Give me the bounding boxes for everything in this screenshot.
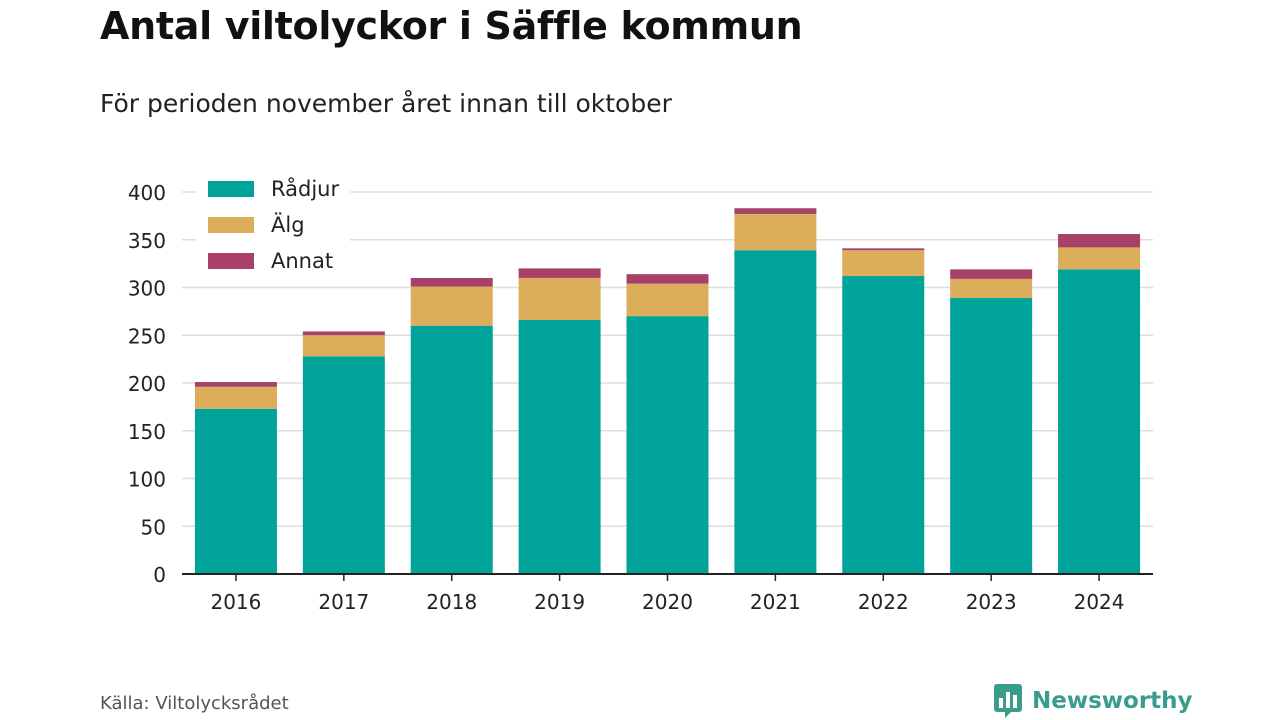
- bar-segment: [302, 331, 385, 336]
- brand-name: Newsworthy: [1032, 688, 1193, 714]
- x-tick-label: 2019: [534, 590, 585, 614]
- x-tick-label: 2017: [318, 590, 369, 614]
- bar-segment: [518, 268, 601, 278]
- bar-segment: [950, 298, 1033, 574]
- x-axis: [182, 573, 1153, 581]
- x-axis-ticks: 2016 2017 2018 2019 2020 2021 2022 2023 2024: [210, 590, 1124, 614]
- bar-segment: [518, 277, 601, 320]
- bar-segment: [194, 382, 277, 387]
- bar-segment: [194, 386, 277, 409]
- x-tick-label: 2016: [210, 590, 261, 614]
- bar-segment: [842, 250, 925, 277]
- y-tick-label: 400: [128, 181, 166, 205]
- x-tick-label: 2021: [750, 590, 801, 614]
- bar-segment: [626, 316, 709, 574]
- x-tick-label: 2024: [1074, 590, 1125, 614]
- bar-segment: [734, 213, 817, 251]
- bar-segment: [410, 277, 493, 287]
- bar-segment: [302, 335, 385, 357]
- y-tick-label: 250: [128, 324, 166, 348]
- x-tick-label: 2022: [858, 590, 909, 614]
- y-tick-label: 200: [128, 372, 166, 396]
- y-tick-label: 150: [128, 420, 166, 444]
- bar-segment: [1058, 234, 1141, 248]
- legend: Rådjur Älg Annat: [196, 174, 350, 278]
- bar-segment: [410, 286, 493, 326]
- source-note: Källa: Viltolycksrådet: [100, 693, 289, 714]
- y-tick-label: 350: [128, 229, 166, 253]
- x-tick-label: 2018: [426, 590, 477, 614]
- x-tick-label: 2020: [642, 590, 693, 614]
- bar-segment: [1058, 247, 1141, 270]
- bar-segment: [734, 208, 817, 214]
- y-axis-ticks: 0 50 100 150 200 250 300 350 400: [128, 181, 166, 587]
- legend-swatch: [208, 181, 254, 197]
- y-tick-label: 0: [153, 563, 166, 587]
- legend-label: Rådjur: [271, 176, 339, 201]
- legend-swatch: [208, 217, 254, 233]
- bar-segment: [626, 283, 709, 317]
- bar-segment: [1058, 269, 1141, 574]
- legend-label: Annat: [271, 249, 333, 273]
- bar-segment: [950, 278, 1033, 299]
- y-tick-label: 100: [128, 468, 166, 492]
- bar-segment: [842, 248, 925, 251]
- bar-segment: [734, 250, 817, 574]
- y-tick-label: 300: [128, 277, 166, 301]
- bar-segment: [626, 274, 709, 284]
- brand-logo: Newsworthy: [994, 684, 1193, 718]
- x-tick-label: 2023: [966, 590, 1017, 614]
- chart-title: Antal viltolyckor i Säffle kommun: [100, 4, 803, 48]
- y-tick-label: 50: [141, 515, 166, 539]
- bars: [194, 208, 1141, 574]
- bar-segment: [302, 356, 385, 574]
- legend-label: Älg: [271, 212, 305, 237]
- bar-segment: [194, 408, 277, 574]
- bar-segment: [410, 325, 493, 574]
- bar-segment: [518, 319, 601, 574]
- bar-segment: [842, 276, 925, 574]
- bar-chart-speech-bubble-icon: [994, 684, 1022, 718]
- legend-swatch: [208, 253, 254, 269]
- bar-segment: [950, 269, 1033, 279]
- chart-subtitle: För perioden november året innan till ok…: [100, 89, 672, 118]
